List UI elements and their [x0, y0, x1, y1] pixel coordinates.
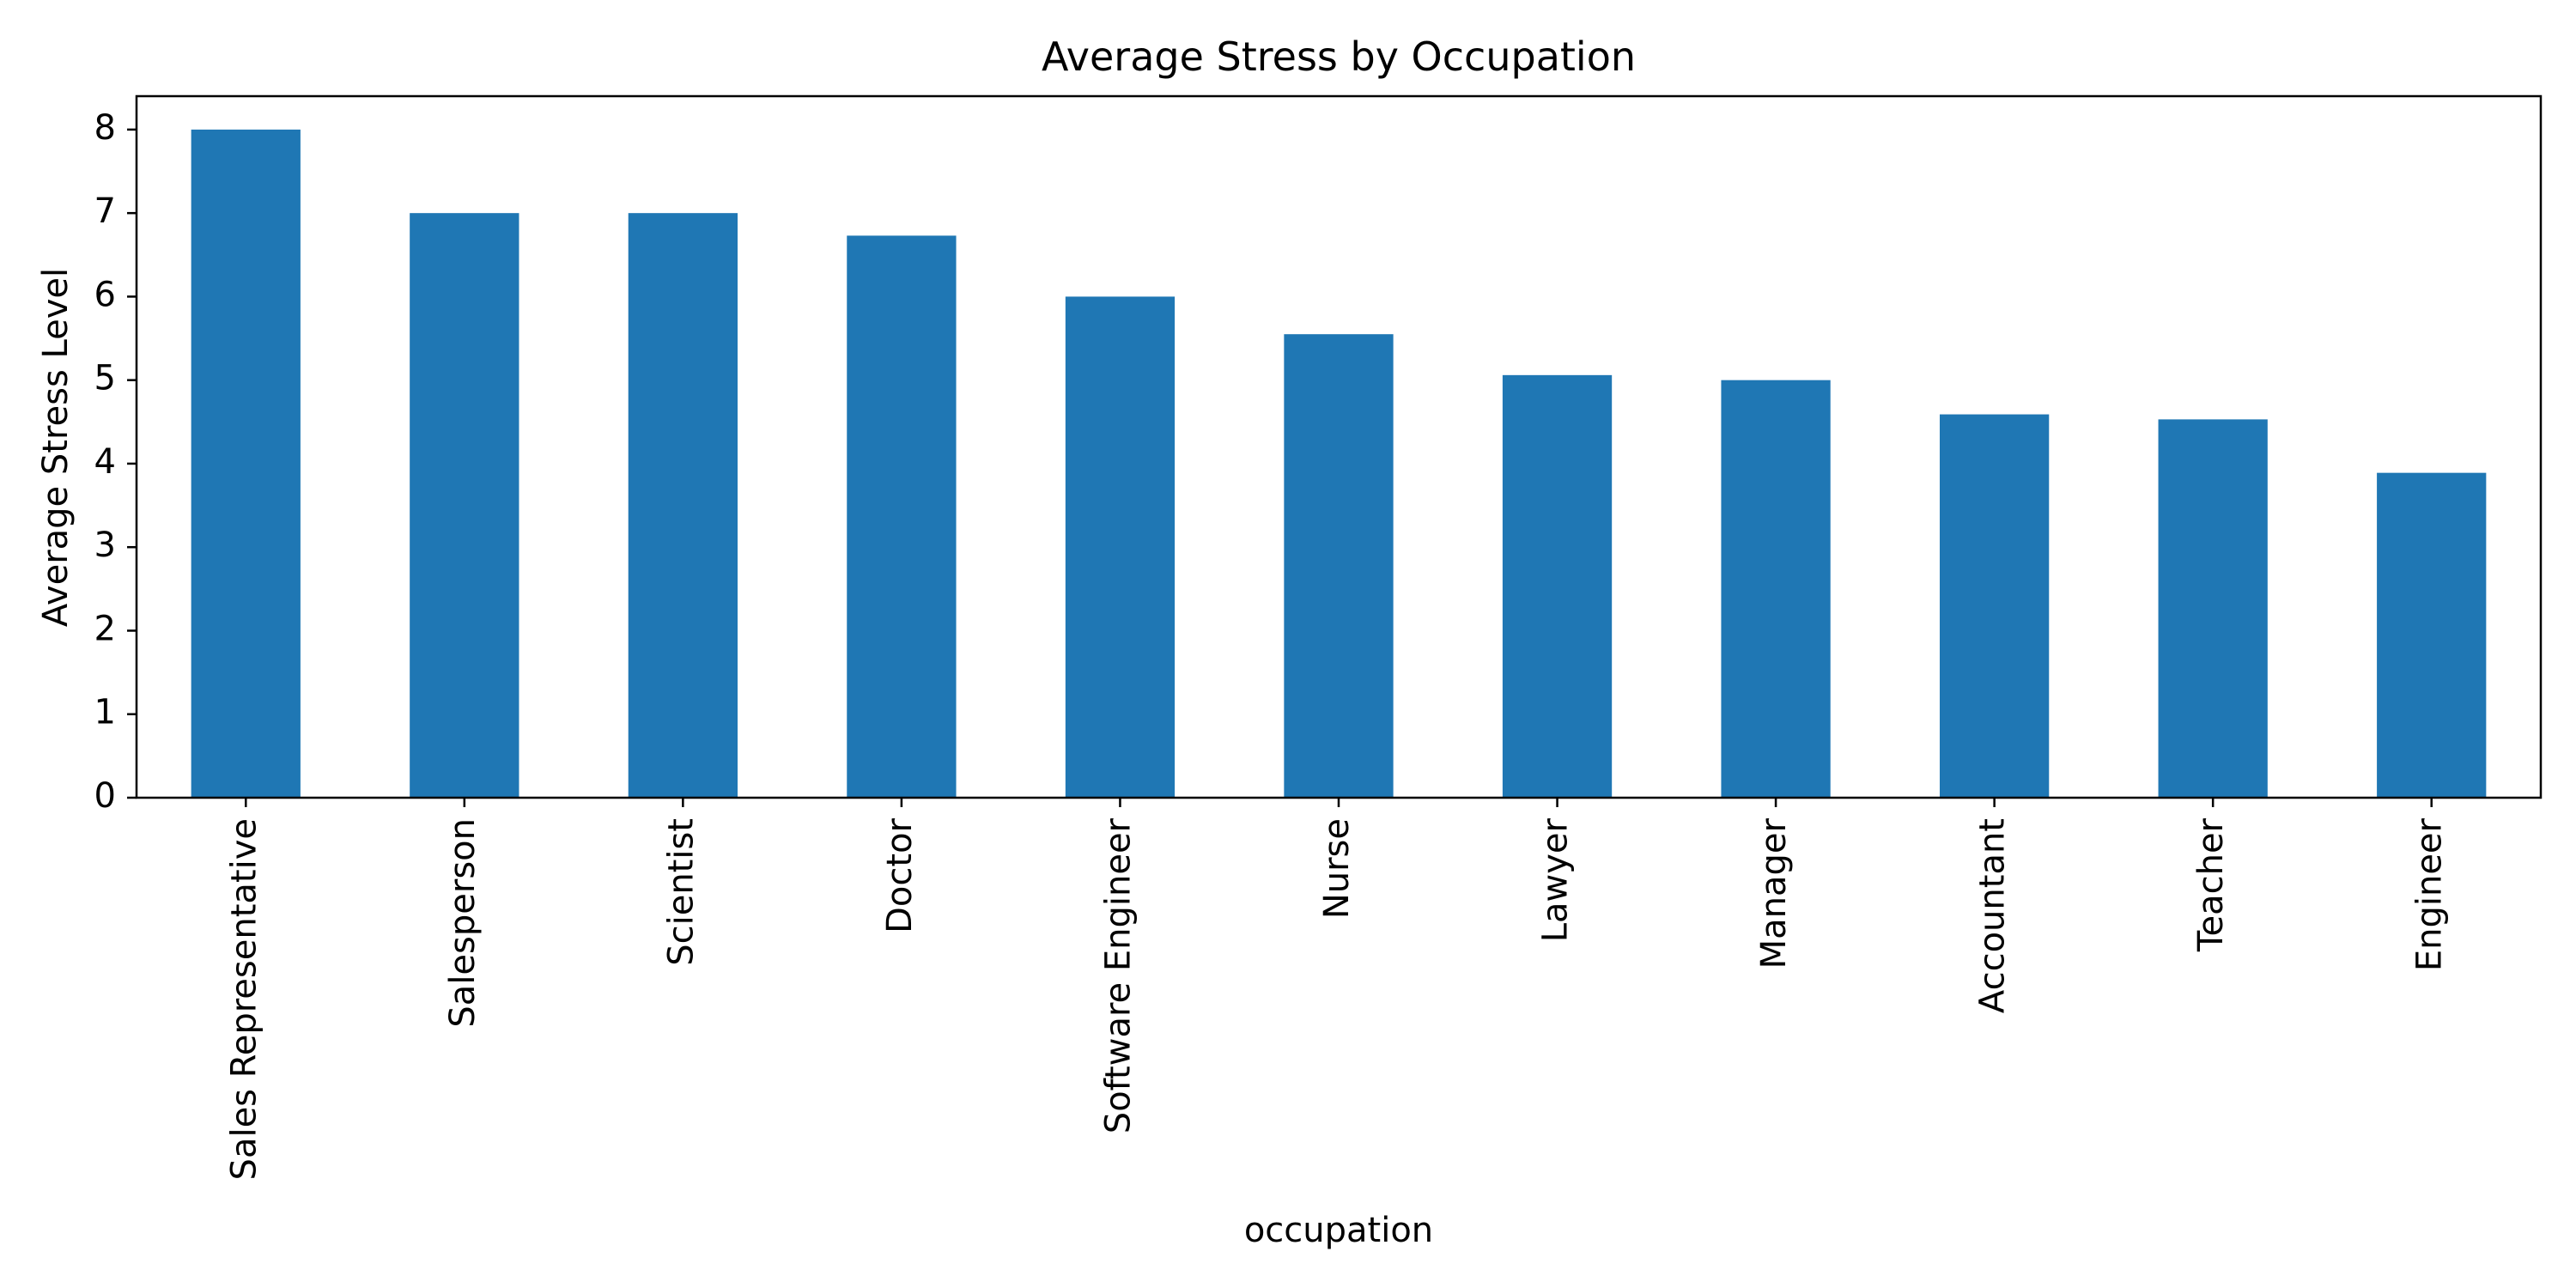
- chart-title: Average Stress by Occupation: [1042, 33, 1636, 80]
- x-tick-label: Nurse: [1317, 818, 1357, 919]
- bar: [191, 129, 301, 798]
- x-axis-label: occupation: [1244, 1211, 1433, 1250]
- x-tick-label: Accountant: [1973, 818, 2013, 1013]
- bar: [1940, 414, 2050, 798]
- bar: [1284, 334, 1394, 798]
- y-tick-label: 7: [94, 191, 116, 231]
- bar: [1065, 296, 1176, 798]
- bar: [2377, 472, 2487, 798]
- x-tick-label: Sales Representative: [224, 818, 264, 1180]
- bar: [847, 235, 957, 798]
- y-tick-label: 1: [94, 693, 116, 732]
- bar: [1721, 380, 1831, 798]
- y-tick-label: 6: [94, 275, 116, 314]
- y-tick-label: 3: [94, 526, 116, 565]
- y-tick-label: 8: [94, 108, 116, 148]
- y-tick-label: 5: [94, 359, 116, 398]
- x-axis-ticks: Sales Representative Salesperson Scientist…: [224, 798, 2450, 1180]
- bars-layer: [191, 129, 2487, 799]
- x-tick-label: Software Engineer: [1098, 817, 1138, 1133]
- x-tick-label: Lawyer: [1536, 817, 1576, 942]
- x-tick-label: Engineer: [2410, 817, 2450, 971]
- x-tick-label: Doctor: [880, 817, 920, 933]
- x-tick-label: Manager: [1754, 817, 1794, 969]
- bar: [1502, 374, 1613, 798]
- x-tick-label: Teacher: [2191, 817, 2231, 952]
- y-tick-label: 2: [94, 609, 116, 648]
- x-tick-label: Scientist: [661, 818, 701, 966]
- y-tick-label: 4: [94, 442, 116, 482]
- bar: [2158, 419, 2268, 798]
- x-tick-label: Salesperson: [443, 818, 483, 1028]
- plot-frame: [135, 94, 2543, 799]
- bar: [410, 213, 519, 799]
- bar: [628, 213, 738, 799]
- y-axis-ticks: 0 1 2 3 4 5 6 7 8: [94, 108, 137, 816]
- y-tick-label: 0: [94, 776, 116, 816]
- y-axis-label: Average Stress Level: [36, 268, 76, 627]
